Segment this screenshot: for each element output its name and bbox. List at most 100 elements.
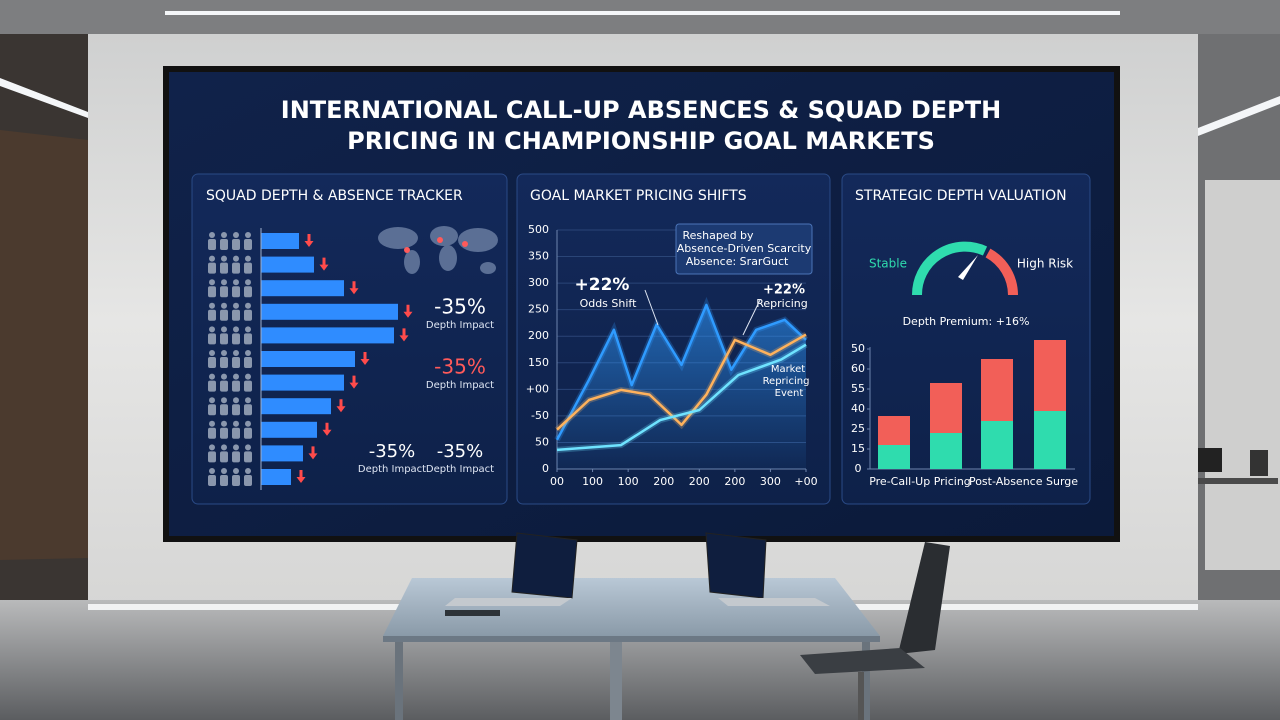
annotation-note: Event — [775, 388, 804, 399]
y-tick-label: 0 — [855, 462, 862, 475]
bar — [261, 256, 314, 273]
person-icon — [221, 350, 227, 356]
person-icon — [208, 380, 216, 392]
bar-segment — [878, 416, 910, 445]
y-tick-label: 150 — [528, 356, 549, 369]
person-icon — [233, 373, 239, 380]
person-icon — [208, 262, 216, 274]
line — [556, 333, 807, 431]
person-icon — [209, 350, 215, 356]
person-icon — [220, 427, 228, 439]
person-icon — [208, 286, 216, 298]
person-icon — [221, 232, 227, 238]
person-icon — [244, 451, 252, 463]
person-icon — [232, 357, 240, 368]
person-icon — [233, 279, 239, 286]
annotation-note: Depth Impact — [426, 380, 494, 391]
side-desk — [1198, 478, 1278, 484]
callout-box — [675, 223, 813, 275]
person-icon — [209, 397, 215, 404]
x-tick-label: Pre-Call-Up Pricing — [869, 475, 971, 488]
person-icon — [232, 404, 240, 416]
person-icon — [244, 475, 252, 486]
gauge-label: High Risk — [1017, 257, 1073, 271]
person-icon — [208, 357, 216, 368]
bar — [261, 233, 299, 249]
side-monitor — [1198, 448, 1222, 472]
person-icon — [208, 404, 216, 416]
person-icon — [208, 309, 216, 321]
bar — [261, 469, 291, 485]
arrow — [322, 422, 332, 436]
leader — [742, 299, 761, 336]
y-tick-label: 300 — [528, 276, 549, 289]
x-tick-label: 100 — [582, 475, 603, 488]
x-tick-label: +00 — [794, 475, 817, 488]
x-tick-label: 300 — [760, 475, 781, 488]
person-icon — [245, 373, 251, 380]
person-icon — [232, 286, 240, 298]
bar — [261, 327, 394, 344]
laptop-base — [445, 598, 572, 606]
annotation-note: Depth Impact — [426, 464, 494, 475]
gauge-arc — [985, 248, 1018, 296]
person-icon — [209, 420, 215, 427]
annotation: -35% — [369, 441, 416, 462]
x-tick-label: 200 — [653, 475, 674, 488]
person-icon — [209, 279, 215, 286]
person-icon — [208, 427, 216, 439]
person-icon — [245, 350, 251, 356]
gauge-needle — [958, 255, 978, 280]
y-tick-label: 55 — [851, 382, 865, 395]
person-icon — [208, 239, 216, 250]
annotation-note: Depth Impact — [426, 320, 494, 331]
person-icon — [244, 404, 252, 416]
person-icon — [233, 302, 239, 309]
ceiling-light-right — [1198, 96, 1280, 136]
person-icon — [244, 262, 252, 274]
arrow — [399, 328, 409, 342]
person-icon — [245, 468, 251, 474]
person-icon — [220, 333, 228, 345]
person-icon — [221, 373, 227, 380]
person-icon — [233, 444, 239, 451]
annotation: +22% — [575, 275, 630, 295]
y-tick-label: 60 — [851, 362, 865, 375]
arrow — [296, 470, 306, 483]
title-line: INTERNATIONAL CALL-UP ABSENCES & SQUAD D… — [281, 96, 1001, 124]
person-icon — [233, 232, 239, 238]
y-tick-label: 350 — [528, 250, 549, 263]
panel-title: GOAL MARKET PRICING SHIFTS — [530, 188, 747, 204]
y-tick-label: 200 — [528, 329, 549, 342]
bar-segment — [981, 421, 1013, 469]
person-icon — [244, 380, 252, 392]
wood-panel — [0, 130, 88, 560]
person-icon — [209, 302, 215, 309]
annotation: -35% — [434, 355, 486, 379]
person-icon — [245, 397, 251, 404]
bar-segment — [1034, 411, 1066, 469]
callout: Absence: SrarGuct — [686, 255, 789, 268]
y-tick-label: +00 — [526, 382, 549, 395]
person-icon — [220, 357, 228, 368]
person-icon — [209, 326, 215, 333]
x-tick-label: 200 — [724, 475, 745, 488]
laptop-screen — [511, 532, 578, 599]
person-icon — [220, 475, 228, 486]
person-icon — [245, 255, 251, 262]
y-tick-label: 50 — [535, 435, 549, 448]
person-icon — [220, 239, 228, 250]
table-edge — [383, 636, 880, 642]
annotation-note: Repricing — [756, 297, 808, 310]
ceiling-light — [165, 11, 1120, 15]
line — [555, 303, 807, 441]
person-icon — [220, 380, 228, 392]
side-chair — [1250, 450, 1268, 476]
arrow — [403, 304, 413, 318]
bar — [261, 303, 398, 320]
chair-back — [898, 542, 950, 654]
bar — [261, 374, 344, 391]
bar — [261, 398, 331, 415]
